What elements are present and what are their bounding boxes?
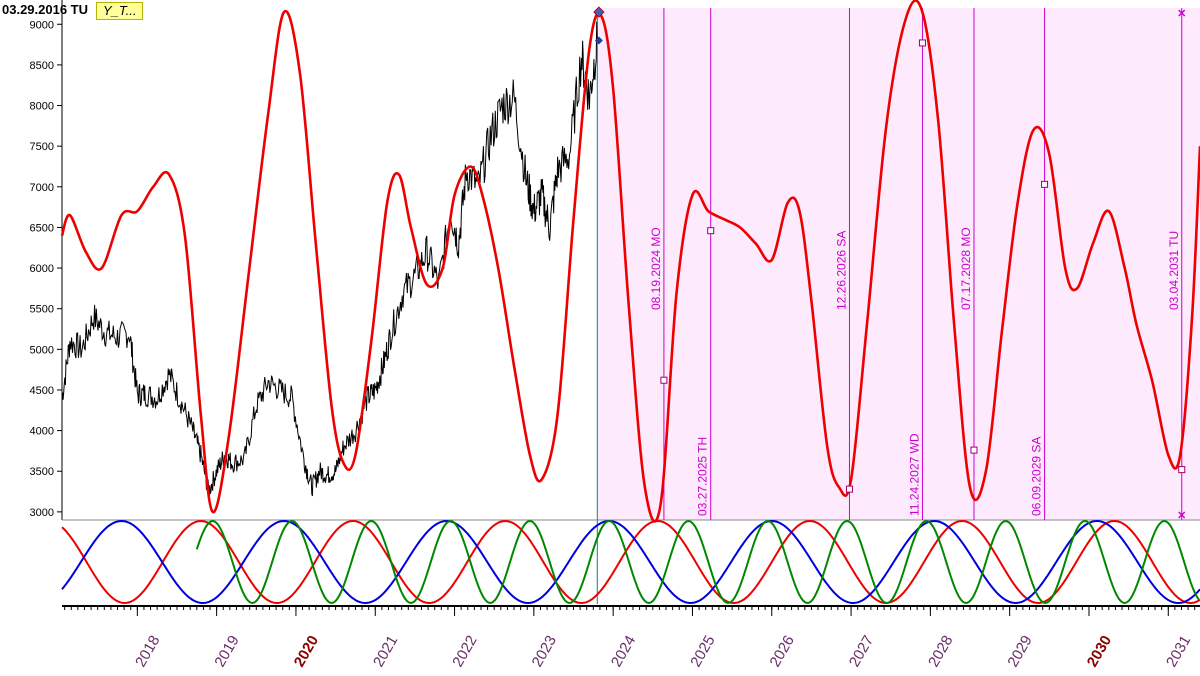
y-tick-label: 5500 — [30, 304, 54, 316]
x-tick-label: 2022 — [449, 633, 480, 670]
x-tick-label: 2025 — [687, 633, 718, 670]
forecast-point-marker — [918, 39, 926, 47]
x-axis: 2018 2019 2020 2021 2022 2023 2024 2025 2026 2027… — [62, 605, 1200, 670]
forecast-point-marker — [707, 227, 715, 235]
forecast-series — [60, 0, 1200, 523]
projection-date-label: 11.24.2027 WD — [907, 433, 921, 516]
forecast-point-marker — [1178, 466, 1186, 474]
x-tick-label: 2021 — [370, 633, 401, 670]
projection-area — [597, 8, 1200, 520]
y-tick-label: 7500 — [30, 141, 54, 153]
cycle-wave — [61, 519, 1200, 605]
y-tick-label: 4500 — [30, 385, 54, 397]
projection-band — [597, 8, 1200, 520]
cycle-panel — [61, 519, 1200, 605]
x-tick-label: 2027 — [846, 633, 877, 670]
projection-date-label: 06.09.2029 SA — [1030, 437, 1044, 516]
forecast-point-marker — [970, 446, 978, 454]
y-axis: 3000 3500 4000 4500 5000 5500 6000 6500 7000 7500… — [30, 0, 1200, 604]
line-end-mark — [1178, 511, 1186, 519]
cycle-wave — [195, 519, 1200, 605]
projection-date-label: 08.19.2024 MO — [649, 227, 663, 310]
y-tick-label: 4000 — [30, 426, 54, 438]
y-tick-label: 8000 — [30, 101, 54, 113]
x-tick-label: 2019 — [211, 633, 242, 670]
projection-date-label: 03.04.2031 TU — [1167, 231, 1181, 310]
y-tick-label: 3000 — [30, 507, 54, 519]
y-tick-label: 6000 — [30, 263, 54, 275]
price-series — [61, 21, 598, 497]
x-tick-label: 2026 — [767, 633, 798, 670]
price-line — [61, 21, 598, 497]
forecast-markers — [593, 6, 1186, 493]
projection-lines: 08.19.2024 MO 03.27.2025 TH 12.26.2026 SA 1… — [649, 8, 1186, 520]
forecast-line — [60, 0, 1200, 523]
x-tick-label: 2028 — [925, 633, 956, 670]
forecast-point-marker — [845, 485, 853, 493]
x-tick-label: 2023 — [529, 633, 560, 670]
x-tick-label: 2024 — [608, 633, 639, 670]
y-tick-label: 5000 — [30, 344, 54, 356]
price-last-marker — [594, 36, 603, 45]
projection-date-label: 07.17.2028 MO — [959, 227, 973, 310]
x-tick-label: 2030 — [1084, 633, 1115, 670]
forecast-point-marker — [660, 376, 668, 384]
date-label: 03.29.2016 TU — [2, 2, 89, 18]
projection-date-label: 12.26.2026 SA — [834, 231, 848, 310]
line-end-mark — [1178, 9, 1186, 17]
y-tick-label: 3500 — [30, 466, 54, 478]
x-tick-label: 2020 — [291, 633, 322, 670]
price-end-marker — [593, 6, 605, 18]
forecast-point-marker — [1041, 180, 1049, 188]
x-tick-label: 2029 — [1004, 633, 1035, 670]
cycle-wave — [61, 519, 1200, 605]
x-tick-label: 2018 — [132, 633, 163, 670]
tag-label[interactable]: Y_T... — [96, 2, 144, 20]
y-tick-label: 9000 — [30, 19, 54, 31]
y-tick-label: 7000 — [30, 182, 54, 194]
x-tick-label: 2031 — [1163, 633, 1194, 670]
y-tick-label: 8500 — [30, 60, 54, 72]
y-tick-label: 6500 — [30, 222, 54, 234]
projection-date-label: 03.27.2025 TH — [696, 437, 710, 516]
